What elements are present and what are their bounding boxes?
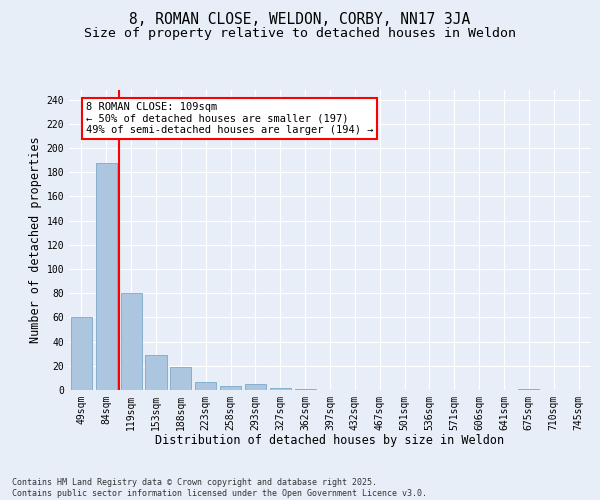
Text: 8 ROMAN CLOSE: 109sqm
← 50% of detached houses are smaller (197)
49% of semi-det: 8 ROMAN CLOSE: 109sqm ← 50% of detached … xyxy=(86,102,373,136)
X-axis label: Distribution of detached houses by size in Weldon: Distribution of detached houses by size … xyxy=(155,434,505,448)
Bar xyxy=(121,293,142,390)
Bar xyxy=(295,389,316,390)
Text: 8, ROMAN CLOSE, WELDON, CORBY, NN17 3JA: 8, ROMAN CLOSE, WELDON, CORBY, NN17 3JA xyxy=(130,12,470,28)
Bar xyxy=(220,386,241,390)
Bar xyxy=(71,318,92,390)
Text: Size of property relative to detached houses in Weldon: Size of property relative to detached ho… xyxy=(84,28,516,40)
Bar xyxy=(145,355,167,390)
Y-axis label: Number of detached properties: Number of detached properties xyxy=(29,136,43,344)
Text: Contains HM Land Registry data © Crown copyright and database right 2025.
Contai: Contains HM Land Registry data © Crown c… xyxy=(12,478,427,498)
Bar xyxy=(195,382,216,390)
Bar xyxy=(270,388,291,390)
Bar xyxy=(170,367,191,390)
Bar xyxy=(96,162,117,390)
Bar xyxy=(518,389,539,390)
Bar xyxy=(245,384,266,390)
